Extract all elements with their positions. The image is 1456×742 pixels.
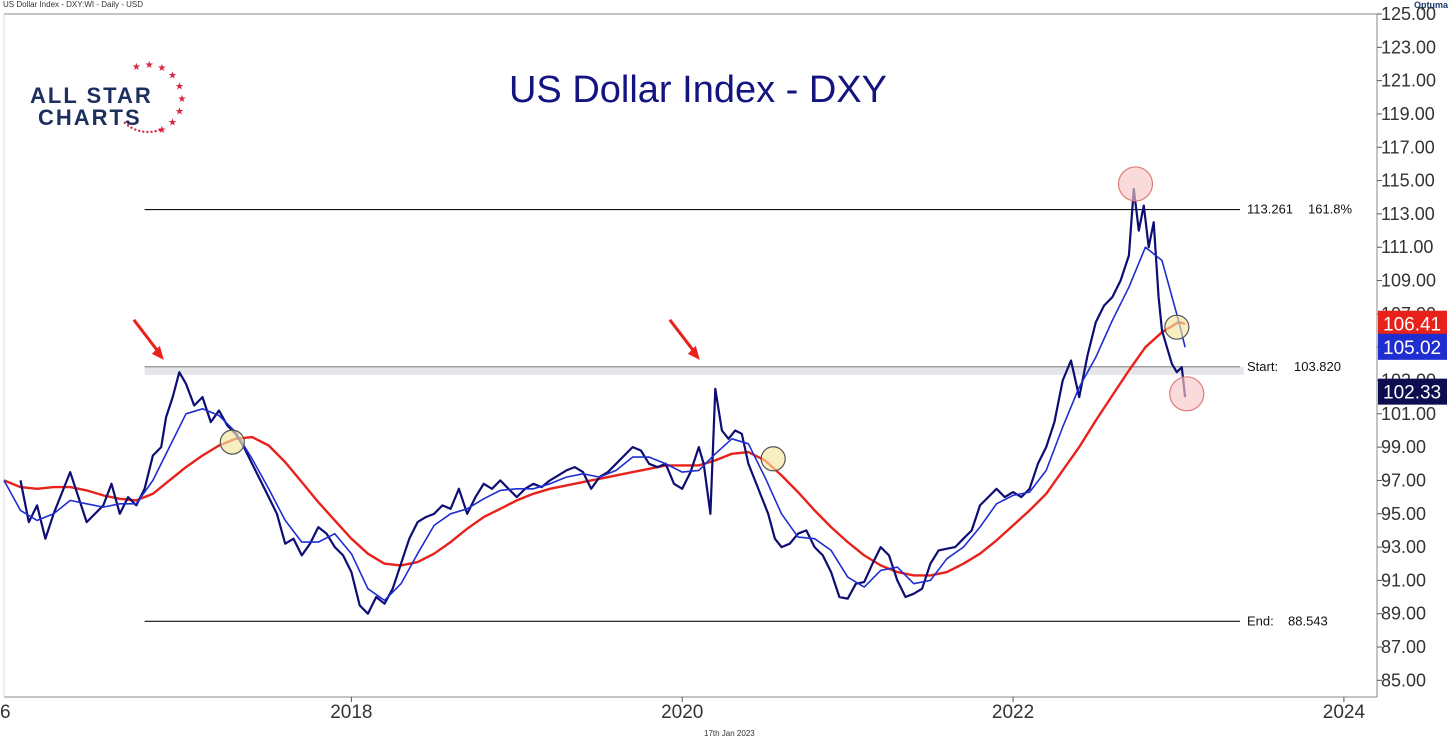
logo-stars-icon: ★ ★ ★★★★★★★ — [123, 60, 187, 136]
price-label-text: 105.02 — [1383, 338, 1441, 359]
y-tick-label: 121.00 — [1381, 71, 1436, 91]
y-tick-label: 115.00 — [1381, 171, 1435, 191]
highlight-circle-yellow — [760, 446, 786, 472]
y-tick-label: 117.00 — [1381, 137, 1435, 157]
logo-dot-icon — [138, 129, 141, 133]
annotation-arrows — [132, 318, 700, 360]
x-tick-label: 6 — [0, 702, 11, 723]
horizontal-levels: 113.261 161.8% Start: 103.820 End: 88.543 — [144, 202, 1353, 628]
y-tick-label: 123.00 — [1381, 37, 1436, 57]
level-label-right-0: 161.8% — [1308, 202, 1353, 217]
highlight-circle-yellow — [219, 429, 245, 455]
logo-dot-icon — [134, 128, 137, 131]
logo-dot-icon — [158, 128, 161, 132]
logo-dot-icon — [123, 121, 127, 125]
logo-star-icon: ★ — [157, 63, 166, 74]
y-tick-label: 91.00 — [1381, 570, 1426, 590]
y-tick-label: 95.00 — [1381, 504, 1426, 524]
price-label-badge: 106.41 — [1378, 310, 1447, 337]
highlight-circles — [219, 166, 1205, 472]
ticker-info: US Dollar Index - DXY:WI - Daily - USD — [3, 0, 144, 9]
logo-star-icon: ★ — [168, 70, 177, 81]
y-tick-label: 119.00 — [1381, 104, 1435, 124]
series-line-ma-slow — [3, 321, 1186, 577]
x-tick-label: 2018 — [330, 702, 372, 723]
x-tick-label: 2024 — [1323, 702, 1366, 723]
chart-frame — [3, 13, 1378, 698]
logo-star-icon: ★ — [175, 81, 184, 92]
logo-line2: CHARTS — [38, 105, 142, 130]
y-tick-label: 89.00 — [1381, 604, 1426, 624]
logo-star-icon: ★ — [168, 118, 177, 129]
logo-dot-icon — [130, 126, 133, 129]
logo-dot-icon — [154, 129, 157, 133]
level-label-left-1: Start: — [1247, 359, 1278, 374]
y-tick-label: 87.00 — [1381, 637, 1426, 657]
y-tick-label: 85.00 — [1381, 670, 1426, 690]
y-tick-label: 109.00 — [1381, 271, 1436, 291]
logo-star-icon: ★ — [175, 107, 184, 118]
x-tick-label: 2020 — [661, 702, 703, 723]
start-level-band — [144, 366, 1245, 375]
y-tick-label: 97.00 — [1381, 470, 1426, 490]
y-tick-label: 101.00 — [1381, 404, 1436, 424]
logo-star-icon: ★ — [145, 60, 154, 71]
x-tick-label: 2022 — [992, 702, 1034, 723]
highlight-circle-red — [1169, 376, 1205, 412]
chart-title: US Dollar Index - DXY — [509, 69, 887, 111]
series-layer — [3, 187, 1187, 615]
red-arrow-icon — [668, 318, 700, 360]
price-label-text: 102.33 — [1383, 383, 1441, 404]
level-label-left-2: End: — [1247, 613, 1274, 628]
highlight-circle-red — [1117, 166, 1154, 202]
level-label-left-0: 113.261 — [1247, 202, 1293, 217]
level-label-right-2: 88.543 — [1288, 613, 1328, 628]
footer-date: 17th Jan 2023 — [704, 729, 755, 738]
series-line-price — [19, 187, 1187, 615]
logo-dot-icon — [126, 124, 130, 127]
y-tick-label: 93.00 — [1381, 537, 1426, 557]
logo-dot-icon — [142, 130, 145, 133]
logo-star-icon: ★ — [178, 94, 187, 105]
price-label-badge: 102.33 — [1378, 378, 1447, 405]
price-label-badge: 105.02 — [1378, 333, 1447, 360]
logo-star-icon: ★ — [157, 125, 166, 136]
logo-dot-icon — [150, 130, 153, 134]
logo-line1: ALL STAR — [30, 83, 153, 108]
red-arrow-icon — [132, 318, 164, 360]
logo-star-icon: ★ — [132, 62, 141, 73]
y-tick-label: 113.00 — [1381, 204, 1435, 224]
logo-dot-icon — [146, 130, 149, 134]
y-tick-label: 99.00 — [1381, 437, 1426, 457]
y-tick-label: 125.00 — [1381, 4, 1436, 24]
all-star-charts-logo: ALL STAR CHARTS ★ ★ ★★★★★★★ — [30, 60, 187, 136]
series-line-ma-fast — [3, 246, 1186, 602]
y-tick-label: 111.00 — [1381, 237, 1433, 257]
price-label-text: 106.41 — [1383, 315, 1441, 336]
x-axis: 6 2018 2020 2022 2024 — [0, 697, 1365, 723]
level-label-right-1: 103.820 — [1294, 359, 1341, 374]
highlight-circle-yellow — [1164, 314, 1190, 340]
vendor-label: Optuma — [1413, 0, 1448, 10]
